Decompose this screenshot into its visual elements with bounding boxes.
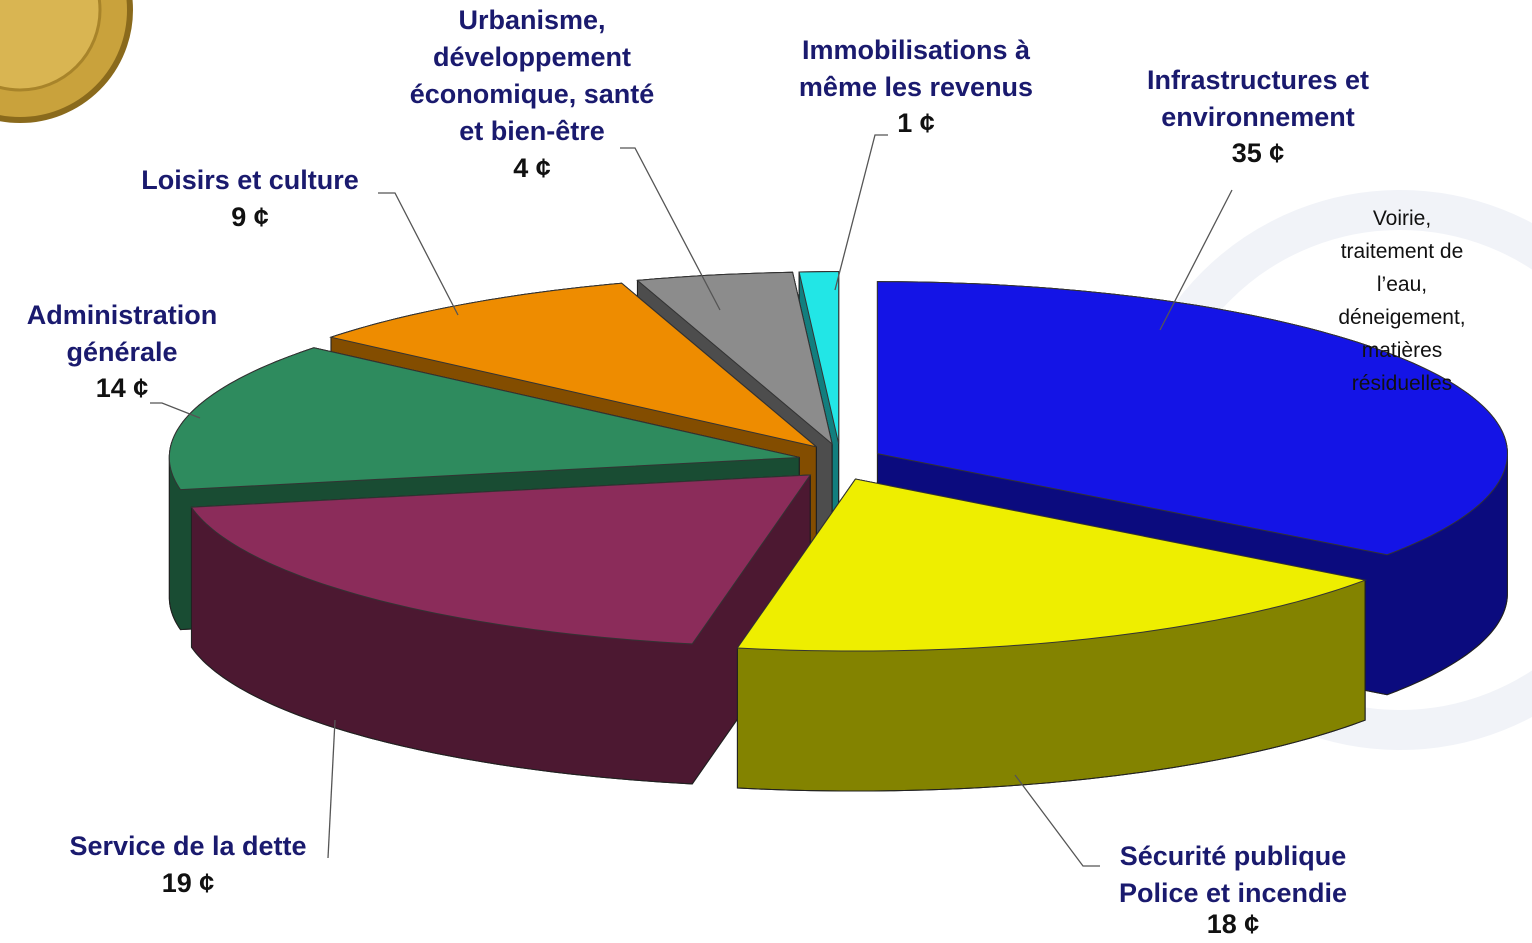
coin-inner xyxy=(0,0,102,92)
value-label: 1 ¢ xyxy=(897,108,935,138)
value-label: 4 ¢ xyxy=(513,153,551,183)
category-label: Administration générale xyxy=(26,300,218,367)
value-label: 14 ¢ xyxy=(95,373,149,403)
leader-line xyxy=(327,719,336,859)
category-label: Immobilisations à même les revenus xyxy=(798,35,1034,102)
slice xyxy=(636,271,833,446)
slice xyxy=(190,474,812,645)
leader-line xyxy=(620,147,721,311)
value-label: 9 ¢ xyxy=(231,202,269,232)
category-label: Service de la dette xyxy=(69,831,307,861)
annotation: Voirie, traitement de l’eau, déneigement… xyxy=(1338,207,1466,395)
leader-line xyxy=(1159,189,1233,331)
leader-line xyxy=(150,402,201,419)
value-label: 35 ¢ xyxy=(1231,138,1285,168)
leader-line xyxy=(378,192,459,316)
slice xyxy=(736,478,1367,652)
value-label: 19 ¢ xyxy=(161,868,215,898)
slice xyxy=(168,347,800,491)
leader-line xyxy=(834,134,888,291)
category-label: Infrastructures et environnement xyxy=(1146,65,1370,132)
leader-line xyxy=(1014,774,1100,867)
slice xyxy=(876,281,1508,556)
value-label: 18 ¢ xyxy=(1206,909,1260,939)
slice xyxy=(329,282,817,448)
slice xyxy=(798,271,840,444)
category-label: Loisirs et culture xyxy=(141,165,359,195)
slices xyxy=(168,271,1508,792)
category-label: Sécurité publique Police et incendie xyxy=(1118,841,1348,908)
category-label: Urbanisme, développement économique, san… xyxy=(409,5,655,146)
